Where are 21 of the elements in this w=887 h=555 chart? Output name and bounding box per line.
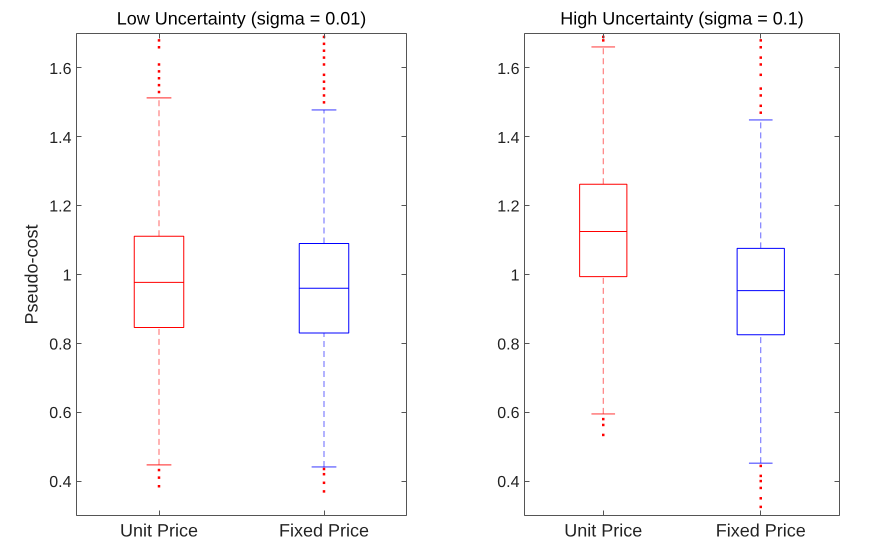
y-tick-label: 0.4: [497, 474, 520, 492]
y-tick-label: 0.4: [49, 474, 72, 492]
x-tick-label: Unit Price: [120, 520, 198, 540]
y-tick-label: 1.4: [49, 130, 72, 147]
y-tick-label: 1: [62, 268, 72, 284]
y-tick-label: 1.4: [497, 130, 520, 147]
y-tick-label: 1.6: [497, 60, 520, 78]
y-axis-title: Pseudo-cost: [21, 224, 42, 325]
y-tick-label: 0.8: [497, 336, 520, 354]
chart-title: Low Uncertainty (sigma = 0.01): [116, 8, 366, 28]
x-tick-label: Unit Price: [564, 520, 642, 540]
chart-title: High Uncertainty (sigma = 0.1): [560, 8, 804, 28]
x-tick-label: Fixed Price: [716, 520, 806, 540]
y-tick-label: 0.6: [497, 405, 520, 422]
y-tick-label: 1.2: [49, 198, 72, 216]
y-tick-label: 0.6: [49, 405, 72, 422]
y-tick-label: 1.2: [497, 198, 520, 216]
x-tick-label: Fixed Price: [278, 520, 370, 540]
y-tick-label: 1.6: [49, 60, 72, 78]
y-tick-label: 1: [510, 268, 520, 284]
y-tick-label: 0.8: [49, 336, 72, 354]
